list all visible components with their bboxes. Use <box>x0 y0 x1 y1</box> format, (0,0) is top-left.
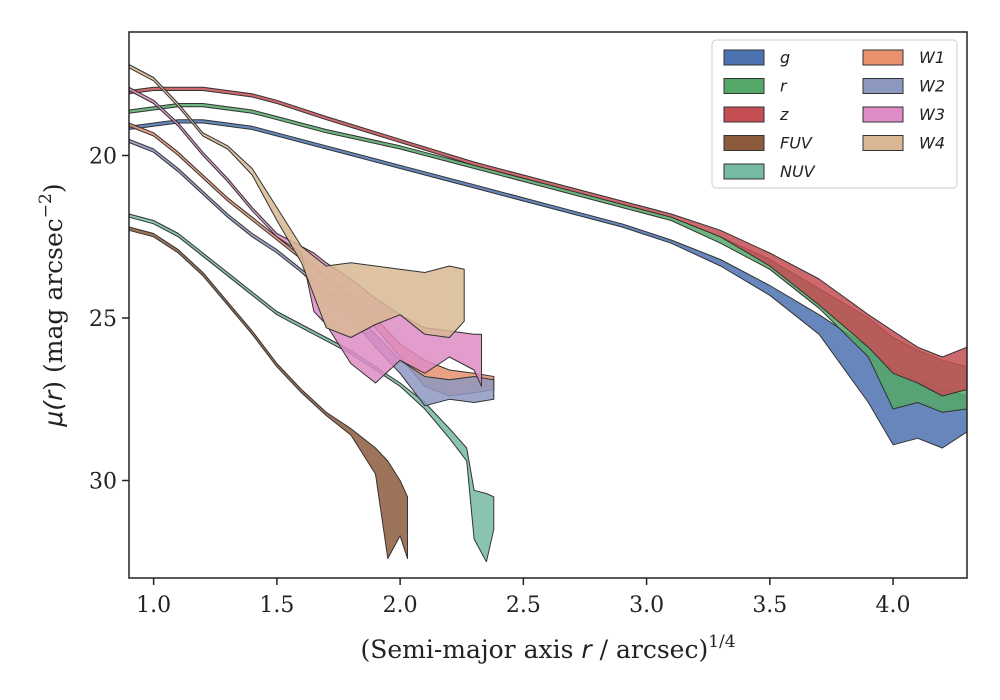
legend-label-z: z <box>779 105 789 124</box>
legend-label-w1: W1 <box>919 48 945 67</box>
legend-swatch-g <box>723 49 765 66</box>
legend-swatch-r <box>723 78 765 94</box>
x-tick-label: 1.0 <box>136 593 171 618</box>
series-band-fuv <box>128 226 408 559</box>
plot-frame <box>128 31 968 579</box>
legend: grz FUV NUV W1 W2 W3 W4 <box>711 39 958 189</box>
x-tick-label: 2.0 <box>383 593 418 618</box>
x-tick-label: 1.5 <box>259 593 294 618</box>
legend-label-fuv: FUV <box>780 134 813 153</box>
legend-label-w4: W4 <box>919 134 945 153</box>
x-axis: 1.0 1.5 2.0 2.5 3.0 3.5 4.0 <box>136 578 911 618</box>
legend-swatch-nuv <box>723 163 765 180</box>
legend-label-r: r <box>780 77 788 96</box>
series-band-w4 <box>128 64 465 338</box>
series-band-nuv <box>128 213 495 563</box>
series-band-w2 <box>128 138 495 407</box>
y-axis-label: μ(r) (mag arcsec−2) <box>36 183 68 427</box>
x-tick-label: 3.0 <box>629 593 664 618</box>
y-axis: 20 25 30 <box>89 145 129 495</box>
y-tick-label: 30 <box>89 470 117 495</box>
legend-swatch-w2 <box>862 78 904 94</box>
legend-swatch-z <box>723 106 765 123</box>
y-tick-label: 20 <box>89 145 117 170</box>
legend-label-g: g <box>780 48 790 67</box>
x-tick-label: 2.5 <box>506 593 541 618</box>
legend-label-w2: W2 <box>919 77 945 96</box>
legend-swatch-w4 <box>862 135 904 151</box>
legend-swatch-w1 <box>862 49 904 66</box>
legend-swatch-w3 <box>862 106 904 123</box>
legend-label-nuv: NUV <box>780 162 816 181</box>
x-tick-label: 4.0 <box>876 593 911 618</box>
legend-swatch-fuv <box>723 135 765 151</box>
x-axis-label: (Semi-major axis r / arcsec)1/4 <box>360 632 735 664</box>
legend-label-w3: W3 <box>919 105 945 124</box>
y-tick-label: 25 <box>89 307 117 332</box>
x-tick-label: 3.5 <box>752 593 787 618</box>
